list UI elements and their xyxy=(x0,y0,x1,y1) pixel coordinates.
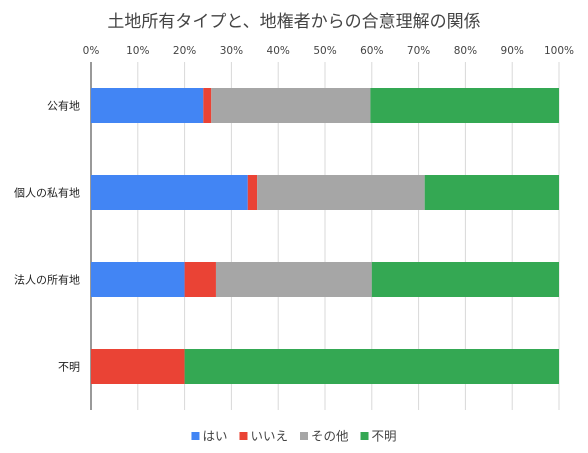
category-label: 個人の私有地 xyxy=(14,186,80,200)
legend-label: 不明 xyxy=(372,429,397,444)
category-label: 法人の所有地 xyxy=(14,273,80,287)
x-tick-label: 30% xyxy=(220,45,243,57)
x-axis-ticks: 0% 10% 20% 30% 40% 50% 60% 70% 80% 90% 100% xyxy=(83,45,574,57)
legend-item: はい xyxy=(191,429,227,444)
bar-segment xyxy=(370,88,559,123)
bar-segment xyxy=(247,175,258,210)
x-tick-label: 90% xyxy=(501,45,524,57)
x-tick-label: 20% xyxy=(173,45,196,57)
bar-segment xyxy=(91,88,204,123)
x-tick-label: 100% xyxy=(544,45,574,57)
x-tick-label: 60% xyxy=(360,45,383,57)
legend-item: その他 xyxy=(300,429,349,444)
x-tick-label: 50% xyxy=(313,45,336,57)
bars xyxy=(91,88,559,384)
category-label: 不明 xyxy=(58,361,80,374)
bar-segment xyxy=(91,175,248,210)
legend-label: その他 xyxy=(311,429,349,444)
bar-segment xyxy=(371,262,559,297)
x-tick-label: 70% xyxy=(407,45,430,57)
bar-segment xyxy=(184,262,216,297)
legend-swatch xyxy=(191,432,200,440)
legend: はい いいえ その他 不明 xyxy=(191,429,397,444)
legend-item: いいえ xyxy=(239,429,288,444)
x-tick-label: 80% xyxy=(454,45,477,57)
category-label: 公有地 xyxy=(47,99,80,113)
legend-swatch xyxy=(239,432,248,440)
legend-label: いいえ xyxy=(250,429,288,444)
bar-segment xyxy=(211,88,371,123)
bar-segment xyxy=(184,349,559,384)
chart-title: 土地所有タイプと、地権者からの合意理解の関係 xyxy=(107,12,480,32)
bar-segment xyxy=(215,262,372,297)
bar-segment xyxy=(203,88,212,123)
bar-segment xyxy=(91,262,185,297)
legend-item: 不明 xyxy=(360,429,397,444)
x-tick-label: 40% xyxy=(267,45,290,57)
bar-segment xyxy=(91,349,185,384)
x-tick-label: 10% xyxy=(126,45,149,57)
legend-swatch xyxy=(360,432,369,440)
bar-segment xyxy=(424,175,559,210)
legend-label: はい xyxy=(202,429,227,444)
legend-swatch xyxy=(300,432,308,440)
bar-segment xyxy=(257,175,425,210)
x-tick-label: 0% xyxy=(83,45,100,57)
